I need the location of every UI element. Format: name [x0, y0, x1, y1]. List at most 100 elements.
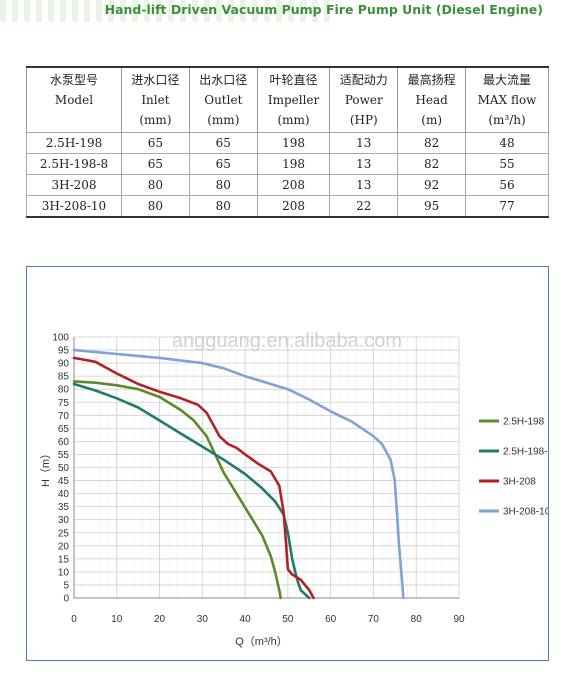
table-cell: 65 — [188, 132, 258, 154]
x-tick-label: 30 — [197, 614, 209, 625]
table-row: 2.5H-198 65 65 198 13 82 48 — [26, 132, 549, 154]
y-tick-label: 40 — [58, 489, 70, 500]
watermark: angguang.en.alibaba.com — [172, 330, 402, 352]
table-cell: 2.5H-198 — [26, 132, 122, 154]
table-row: 3H-208 80 80 208 13 92 56 — [26, 174, 549, 196]
table-cell: 56 — [465, 174, 549, 196]
performance-chart-frame: 0 5 10 15 20 25 30 35 40 45 50 55 60 65 70 75 80 85 90 95 10… — [26, 266, 553, 661]
header-unit: (mm) — [277, 113, 310, 127]
table-cell: 13 — [329, 132, 399, 154]
y-tick-label: 70 — [58, 411, 70, 422]
y-tick-label: 75 — [58, 398, 70, 409]
x-tick-label: 40 — [240, 614, 252, 625]
page-banner: Hand-lift Driven Vacuum Pump Fire Pump U… — [0, 0, 575, 22]
table-cell: 77 — [465, 195, 549, 218]
legend-label: 2.5H-198-8 — [503, 447, 548, 458]
header-en: Outlet — [204, 93, 243, 107]
table-cell: 2.5H-198-8 — [26, 153, 122, 175]
table-cell: 80 — [188, 195, 258, 218]
table-cell: 13 — [329, 153, 399, 175]
y-tick-label: 100 — [52, 333, 69, 344]
table-header-cell: 进水口径 Inlet (mm) — [121, 67, 190, 133]
header-cn: 叶轮直径 — [269, 73, 318, 87]
y-tick-label: 95 — [58, 346, 70, 357]
series-line-3h-208-10 — [72, 348, 405, 600]
table-cell: 80 — [188, 174, 258, 196]
table-header-cell: 叶轮直径 Impeller (mm) — [256, 67, 331, 133]
header-cn: 适配动力 — [339, 73, 388, 87]
y-tick-label: 45 — [58, 476, 70, 487]
header-en: Impeller — [267, 93, 320, 107]
table-cell: 82 — [397, 153, 467, 175]
header-unit: (mm) — [139, 113, 172, 127]
y-tick-label: 10 — [58, 567, 70, 578]
header-en: Inlet — [141, 93, 170, 107]
header-unit: (mm) — [207, 113, 240, 127]
table-cell: 65 — [121, 153, 190, 175]
x-axis-label: Q（m³/h） — [235, 635, 288, 648]
table-cell: 55 — [465, 153, 549, 175]
series-line-3h-208 — [72, 356, 315, 600]
table-cell: 48 — [465, 132, 549, 154]
x-tick-label: 10 — [111, 614, 123, 625]
table-cell: 65 — [188, 153, 258, 175]
table-cell: 3H-208-10 — [26, 195, 122, 218]
y-tick-label: 85 — [58, 372, 70, 383]
spec-table: 水泵型号 Model 进水口径 Inlet (mm) 出水口径 Outlet (mm) 叶轮直径… — [26, 66, 549, 218]
y-tick-label: 25 — [58, 528, 70, 539]
legend-label: 2.5H-198 — [503, 417, 545, 428]
y-tick-label: 0 — [63, 594, 69, 605]
y-axis-label: H（m） — [39, 448, 52, 487]
header-en: MAX flow — [477, 93, 537, 107]
table-cell: 208 — [256, 174, 331, 196]
header-unit: (m³/h) — [488, 113, 526, 127]
legend-label: 3H-208 — [503, 477, 536, 488]
y-tick-label: 55 — [58, 450, 70, 461]
y-tick-label: 80 — [58, 385, 70, 396]
x-tick-label: 70 — [368, 614, 380, 625]
table-cell: 208 — [256, 195, 331, 218]
table-cell: 198 — [256, 153, 331, 175]
header-cn: 最高扬程 — [407, 73, 456, 87]
table-row: 3H-208-10 80 80 208 22 95 77 — [26, 195, 549, 218]
x-tick-label: 60 — [325, 614, 337, 625]
table-cell: 82 — [397, 132, 467, 154]
y-tick-label: 60 — [58, 437, 70, 448]
y-tick-label: 50 — [58, 463, 70, 474]
table-header-cell: 最大流量 MAX flow (m³/h) — [465, 67, 549, 133]
y-tick-label: 30 — [58, 515, 70, 526]
header-cn: 水泵型号 — [49, 73, 98, 87]
y-tick-label: 5 — [63, 580, 69, 591]
header-unit: (HP) — [349, 113, 378, 127]
x-tick-label: 0 — [71, 614, 77, 625]
table-header-cell: 出水口径 Outlet (mm) — [188, 67, 258, 133]
table-cell: 3H-208 — [26, 174, 122, 196]
header-unit: (m) — [421, 113, 443, 127]
table-cell: 80 — [121, 195, 190, 218]
x-tick-label: 20 — [154, 614, 166, 625]
table-cell: 22 — [329, 195, 399, 218]
header-en: Model — [54, 93, 94, 107]
x-tick-label: 50 — [282, 614, 294, 625]
table-body: 2.5H-198 65 65 198 13 82 48 2.5H-198-8 65 65 198 13… — [26, 132, 549, 218]
y-tick-label: 90 — [58, 359, 70, 370]
table-cell: 80 — [121, 174, 190, 196]
banner-stripes — [0, 0, 330, 22]
table-cell: 92 — [397, 174, 467, 196]
table-header-cell: 适配动力 Power (HP) — [329, 67, 399, 133]
table-header-cell: 最高扬程 Head (m) — [397, 67, 467, 133]
header-cn: 出水口径 — [199, 73, 248, 87]
table-header-cell: 水泵型号 Model — [26, 67, 122, 133]
x-tick-label: 90 — [453, 614, 465, 625]
y-tick-label: 20 — [58, 541, 70, 552]
header-en: Power — [344, 93, 383, 107]
header-cn: 进水口径 — [131, 73, 180, 87]
table-cell: 65 — [121, 132, 190, 154]
legend-label: 3H-208-10 — [503, 507, 548, 518]
table-cell: 198 — [256, 132, 331, 154]
series-line-2.5h-198-8 — [72, 382, 311, 600]
table-header-row: 水泵型号 Model 进水口径 Inlet (mm) 出水口径 Outlet (mm) 叶轮直径… — [26, 67, 549, 133]
table-cell: 13 — [329, 174, 399, 196]
header-cn: 最大流量 — [483, 73, 532, 87]
y-tick-label: 65 — [58, 424, 70, 435]
